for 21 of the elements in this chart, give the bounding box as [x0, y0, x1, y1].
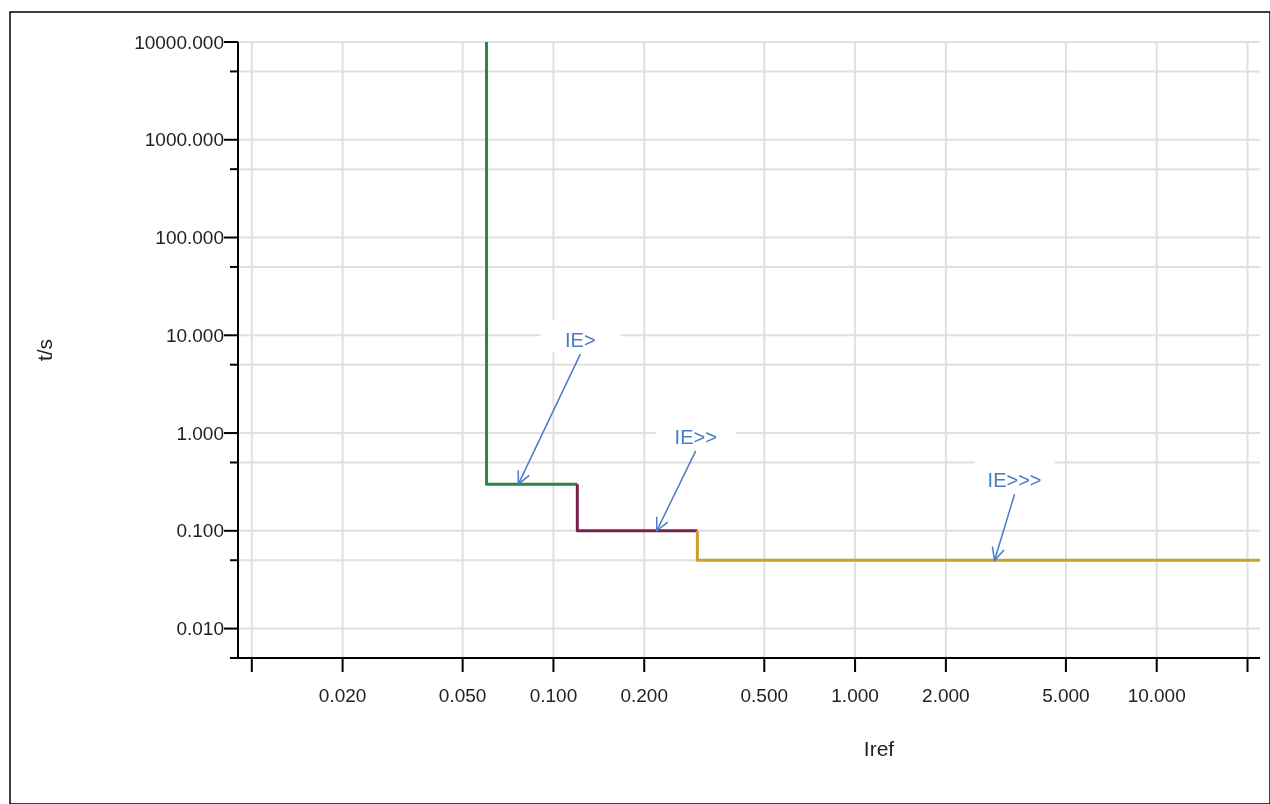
y-tick-label: 0.010	[176, 618, 224, 640]
y-tick-label: 100.000	[155, 227, 224, 249]
x-tick-label: 2.000	[922, 685, 970, 706]
y-axis-title: t/s	[33, 338, 56, 362]
x-tick-label: 10.000	[1127, 685, 1186, 706]
annotation: IE>>>	[987, 469, 1042, 492]
x-tick-label: 0.020	[318, 685, 367, 706]
y-tick-label: 10000.000	[134, 31, 224, 53]
x-tick-label: 5.000	[1042, 685, 1090, 706]
x-tick-label: 0.200	[620, 685, 669, 706]
x-tick-label: 0.500	[740, 685, 789, 706]
y-tick-label: 1000.000	[144, 129, 224, 151]
y-tick-label: 1.000	[176, 422, 224, 444]
x-tick-label: 0.050	[438, 685, 487, 706]
annotation: IE>	[565, 329, 596, 352]
y-tick-label: 0.100	[176, 520, 224, 542]
annotation: IE>>	[674, 425, 717, 448]
x-tick-label: 0.100	[529, 685, 578, 706]
x-tick-label: 1.000	[831, 685, 879, 706]
y-tick-label: 10.000	[165, 324, 224, 346]
x-axis-title: Iref	[863, 737, 895, 760]
